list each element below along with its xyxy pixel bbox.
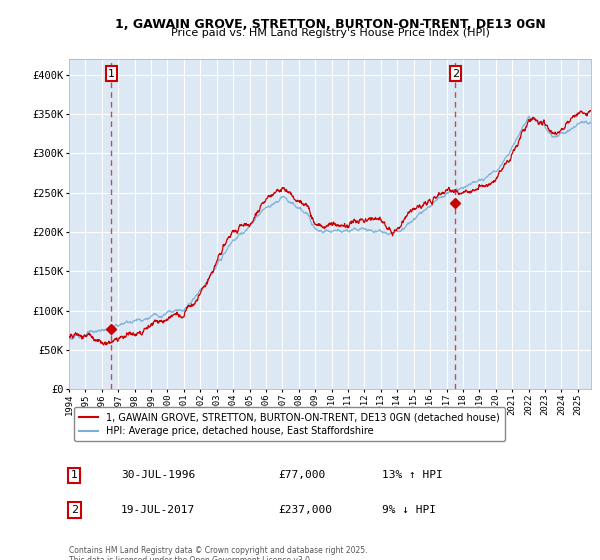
Text: Price paid vs. HM Land Registry's House Price Index (HPI): Price paid vs. HM Land Registry's House … bbox=[170, 28, 490, 38]
Text: 1: 1 bbox=[108, 69, 115, 79]
Text: 13% ↑ HPI: 13% ↑ HPI bbox=[382, 470, 443, 480]
Text: 2: 2 bbox=[452, 69, 459, 79]
Text: 30-JUL-1996: 30-JUL-1996 bbox=[121, 470, 196, 480]
Text: 1: 1 bbox=[71, 470, 78, 480]
Text: £237,000: £237,000 bbox=[278, 505, 332, 515]
Text: 2: 2 bbox=[71, 505, 78, 515]
Text: £77,000: £77,000 bbox=[278, 470, 325, 480]
Text: 9% ↓ HPI: 9% ↓ HPI bbox=[382, 505, 436, 515]
Text: 19-JUL-2017: 19-JUL-2017 bbox=[121, 505, 196, 515]
Legend: 1, GAWAIN GROVE, STRETTON, BURTON-ON-TRENT, DE13 0GN (detached house), HPI: Aver: 1, GAWAIN GROVE, STRETTON, BURTON-ON-TRE… bbox=[74, 407, 505, 441]
Text: Contains HM Land Registry data © Crown copyright and database right 2025.
This d: Contains HM Land Registry data © Crown c… bbox=[69, 546, 367, 560]
Text: 1, GAWAIN GROVE, STRETTON, BURTON-ON-TRENT, DE13 0GN: 1, GAWAIN GROVE, STRETTON, BURTON-ON-TRE… bbox=[115, 18, 545, 31]
